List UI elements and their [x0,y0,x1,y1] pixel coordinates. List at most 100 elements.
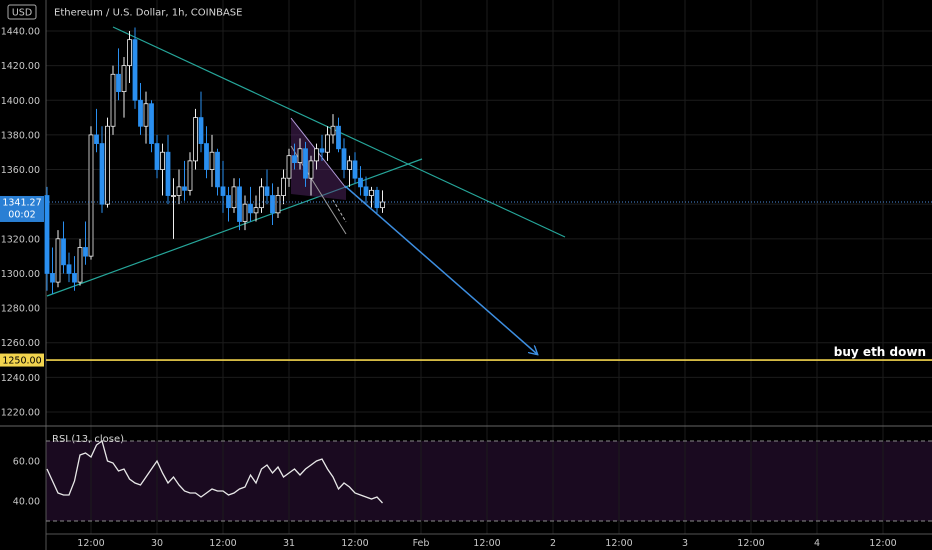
target-price-badge: 1250.00 [0,353,44,367]
candle-body-43 [281,177,286,196]
candle-body-2 [55,238,61,283]
time-tick-label-12: 12:00 [869,538,896,549]
time-axis[interactable]: 12:00 30 12:00 31 12:00 Feb 12:00 2 12:00 3 12:00 4… [77,538,896,549]
rsi-panel-background [46,441,932,521]
annotation-buy-eth-down[interactable]: buy eth down [834,345,926,359]
price-tick-label-4: 1360.00 [1,165,40,176]
candle-body-31 [215,151,220,188]
candle-body-38 [253,207,259,214]
candlestick-series [44,27,385,295]
candle-body-10 [99,143,105,205]
candle-body-17 [138,99,143,127]
price-tick-label-11: 1220.00 [1,408,40,419]
target-price-value: 1250.00 [2,356,41,367]
rsi-title: RSI (13, close) [52,434,124,445]
candle-body-53 [336,125,341,150]
time-tick-label-5: Feb [413,538,430,549]
candle-body-18 [143,103,149,127]
time-tick-label-11: 4 [814,538,820,549]
candle-body-32 [220,186,226,196]
flag-dashed-line [332,199,347,223]
candle-body-54 [341,148,347,170]
chart-title: Ethereum / U.S. Dollar, 1h, COINBASE [54,8,242,19]
time-tick-label-1: 30 [151,538,163,549]
time-tick-label-8: 12:00 [605,538,632,549]
price-tick-label-10: 1240.00 [1,373,40,384]
time-tick-label-3: 31 [283,538,295,549]
price-tick-label-8: 1280.00 [1,304,40,315]
price-tick-label-0: 1440.00 [1,27,40,38]
candle-body-16 [132,39,138,101]
candle-body-9 [94,134,99,144]
candle-body-11 [105,125,110,205]
candle-body-36 [242,203,248,222]
candle-body-58 [363,186,369,196]
candle-body-57 [358,177,363,188]
candle-body-27 [193,117,198,162]
candle-body-24 [176,186,182,196]
candle-body-49 [314,148,319,162]
currency-badge[interactable] [7,4,37,20]
candle-body-13 [116,73,121,93]
price-tick-label-9: 1260.00 [1,338,40,349]
candle-body-26 [187,160,193,191]
rsi-tick-label-0: 60.00 [13,457,40,468]
candle-body-14 [121,65,127,93]
candle-body-42 [275,195,281,214]
projection-arrow[interactable] [344,185,537,354]
time-tick-label-7: 2 [550,538,556,549]
candle-body-44 [286,155,292,179]
rsi-series [46,439,932,522]
candle-body-21 [160,151,165,170]
candle-body-25 [182,186,187,191]
candle-body-48 [308,160,314,179]
candle-body-37 [248,203,253,214]
candle-body-15 [127,39,132,67]
candle-body-41 [270,195,275,214]
last-price-value: 1341.27 [2,197,41,208]
candle-body-47 [303,148,308,179]
candle-body-6 [77,247,83,283]
candle-body-55 [347,160,352,170]
candle-body-20 [154,143,160,170]
candle-body-46 [297,148,303,164]
candle-body-1 [50,273,55,283]
candle-body-22 [165,151,171,196]
time-tick-label-10: 12:00 [737,538,764,549]
last-price-badge: 1341.27 00:02 [0,195,44,222]
price-tick-label-6: 1320.00 [1,234,40,245]
price-tick-label-3: 1380.00 [1,130,40,141]
candle-body-34 [231,186,237,209]
time-tick-label-0: 12:00 [77,538,104,549]
rsi-tick-label-1: 40.00 [13,497,40,508]
candle-body-19 [149,103,154,144]
currency-badge-label: USD [12,8,32,19]
time-tick-label-4: 12:00 [341,538,368,549]
candle-body-12 [110,73,116,127]
price-tick-label-7: 1300.00 [1,269,40,280]
candle-body-45 [292,155,297,164]
candle-body-35 [237,186,242,222]
candle-body-61 [380,201,385,209]
candle-body-51 [325,134,330,153]
candle-body-30 [209,151,215,170]
candle-body-50 [319,148,325,153]
time-tick-label-2: 12:00 [209,538,236,549]
candle-body-52 [330,125,336,136]
rsi-line [46,439,383,504]
candle-body-29 [204,143,209,170]
candle-body-56 [352,160,358,179]
candle-body-28 [198,117,204,144]
candle-body-3 [61,238,66,266]
rsi-axis[interactable]: 60.00 40.00 [13,457,40,508]
candle-body-39 [259,186,264,209]
bar-countdown: 00:02 [8,209,35,220]
price-tick-label-1: 1420.00 [1,61,40,72]
candle-body-5 [72,273,77,283]
time-tick-label-6: 12:00 [473,538,500,549]
time-tick-label-9: 3 [682,538,688,549]
candle-body-59 [369,189,374,196]
candle-body-0 [44,195,50,274]
candle-body-60 [374,189,380,209]
